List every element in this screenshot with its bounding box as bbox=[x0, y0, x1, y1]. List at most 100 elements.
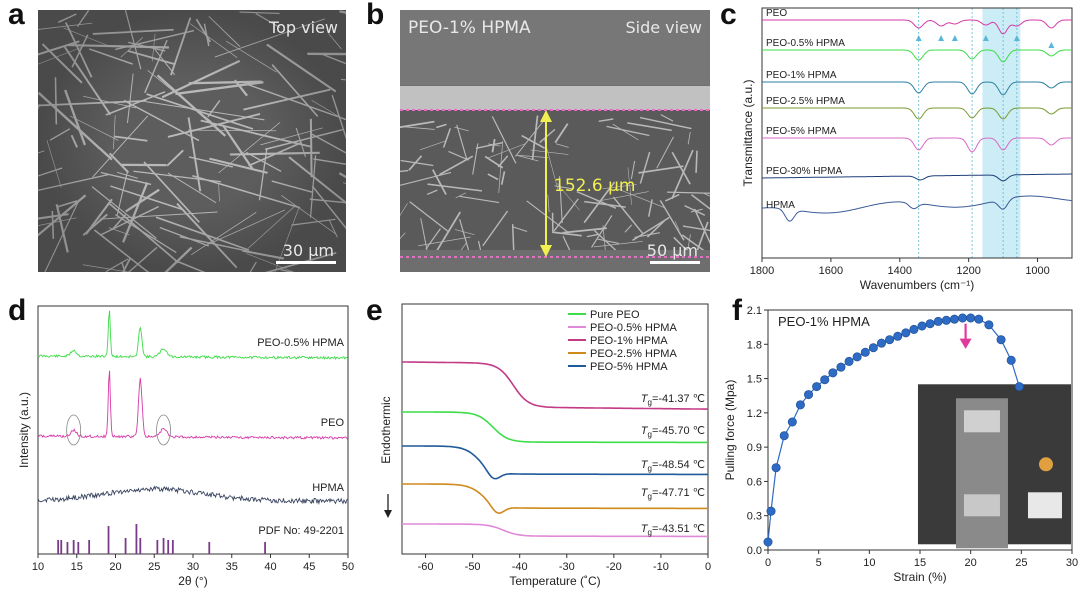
y-tick-label: 2.1 bbox=[747, 305, 762, 317]
y-axis-label: Endothermic bbox=[379, 396, 393, 463]
y-axis-label: Intensity (a.u.) bbox=[17, 392, 31, 468]
series-line-1 bbox=[762, 50, 1072, 62]
highlight-ellipse bbox=[157, 415, 171, 445]
x-tick-label: -10 bbox=[653, 561, 669, 573]
series-label: PEO-2.5% HPMA bbox=[766, 96, 845, 107]
data-point bbox=[772, 464, 780, 472]
series-label: HPMA bbox=[312, 482, 344, 494]
panel-f-letter: f bbox=[732, 294, 742, 328]
x-tick-label: 1600 bbox=[819, 265, 843, 277]
series-line-2 bbox=[762, 82, 1072, 95]
y-tick-label: 0.6 bbox=[747, 476, 762, 488]
tg-label: Tg=-48.54 ℃ bbox=[641, 459, 705, 473]
series-line-2 bbox=[38, 487, 348, 504]
x-tick-label: 10 bbox=[32, 561, 44, 573]
data-point bbox=[764, 538, 772, 546]
x-tick-label: 20 bbox=[965, 557, 977, 569]
data-point bbox=[902, 329, 910, 337]
data-point bbox=[966, 314, 974, 322]
data-point bbox=[885, 336, 893, 344]
data-point bbox=[985, 321, 993, 329]
x-tick-label: -40 bbox=[512, 561, 528, 573]
inset-knob bbox=[1039, 457, 1053, 471]
y-tick-label: 0.9 bbox=[747, 442, 762, 454]
tg-label: Tg=-43.51 ℃ bbox=[641, 523, 705, 537]
series-label: PEO bbox=[766, 8, 787, 19]
x-tick-label: 1200 bbox=[956, 265, 980, 277]
data-point bbox=[861, 348, 869, 356]
y-tick-label: 0.3 bbox=[747, 511, 762, 523]
reference-label: PDF No: 49-2201 bbox=[258, 525, 344, 537]
tg-label: Tg=-41.37 ℃ bbox=[641, 393, 705, 407]
y-axis-label: Transmittance (a.u.) bbox=[741, 80, 755, 187]
panel-b-letter: b bbox=[366, 0, 384, 32]
data-point bbox=[877, 339, 885, 347]
panel-a-letter: a bbox=[8, 0, 25, 32]
series-label: HPMA bbox=[766, 200, 795, 211]
x-tick-label: 15 bbox=[71, 561, 83, 573]
highlight-band bbox=[982, 8, 1020, 258]
legend-label: PEO-2.5% HPMA bbox=[590, 348, 677, 360]
chart-title: PEO-1% HPMA bbox=[778, 314, 870, 329]
endothermic-arrow-head bbox=[384, 510, 392, 518]
series-line-0 bbox=[38, 311, 348, 359]
data-point bbox=[1015, 382, 1023, 390]
x-axis-label: Strain (%) bbox=[893, 570, 946, 584]
data-point bbox=[853, 353, 861, 361]
x-tick-label: 30 bbox=[187, 561, 199, 573]
legend-label: PEO-0.5% HPMA bbox=[590, 322, 677, 334]
inset-label-tag bbox=[1028, 492, 1062, 518]
scale-bar bbox=[650, 261, 700, 264]
data-point bbox=[997, 336, 1005, 344]
view-label: Side view bbox=[625, 18, 702, 37]
data-point bbox=[1007, 356, 1015, 364]
x-axis-label: Temperature (˚C) bbox=[509, 574, 600, 588]
scale-bar-label: 30 µm bbox=[283, 241, 334, 260]
x-tick-label: -50 bbox=[465, 561, 481, 573]
peak-arrow bbox=[952, 35, 958, 41]
sem-fiber bbox=[696, 151, 697, 173]
x-tick-label: 50 bbox=[342, 561, 354, 573]
y-tick-label: 1.2 bbox=[747, 408, 762, 420]
data-point bbox=[926, 320, 934, 328]
data-point bbox=[958, 314, 966, 322]
data-point bbox=[934, 317, 942, 325]
break-arrow-head bbox=[960, 339, 972, 349]
x-tick-label: 25 bbox=[148, 561, 160, 573]
data-point bbox=[780, 432, 788, 440]
data-point bbox=[910, 325, 918, 333]
sem-cross-section bbox=[400, 10, 710, 272]
thickness-label: 152.6 µm bbox=[554, 176, 635, 196]
x-tick-label: 40 bbox=[264, 561, 276, 573]
series-label: PEO-1% HPMA bbox=[766, 70, 837, 81]
x-axis-label: 2θ (°) bbox=[178, 574, 207, 588]
inset-lower-grip bbox=[964, 494, 1000, 516]
series-line-1 bbox=[38, 371, 348, 439]
data-point bbox=[767, 507, 775, 515]
x-tick-label: 0 bbox=[765, 557, 771, 569]
x-tick-label: 5 bbox=[816, 557, 822, 569]
scale-bar-label: 50 µm bbox=[647, 241, 698, 260]
x-tick-label: 10 bbox=[863, 557, 875, 569]
y-tick-label: 0.0 bbox=[747, 545, 762, 557]
tg-label: Tg=-45.70 ℃ bbox=[641, 425, 705, 439]
series-line-0 bbox=[762, 20, 1072, 34]
data-point bbox=[918, 322, 926, 330]
series-line-4 bbox=[762, 138, 1072, 152]
panel-a: a Top view 30 µm bbox=[0, 0, 350, 290]
x-tick-label: 1400 bbox=[888, 265, 912, 277]
data-point bbox=[788, 418, 796, 426]
x-axis-label: Wavenumbers (cm⁻¹) bbox=[860, 278, 975, 292]
data-point bbox=[845, 357, 853, 365]
inset-upper-grip bbox=[964, 410, 1000, 432]
dsc-chart: Tg=-41.37 ℃Tg=-45.70 ℃Tg=-48.54 ℃Tg=-47.… bbox=[360, 296, 720, 596]
y-tick-label: 1.5 bbox=[747, 374, 762, 386]
x-tick-label: 30 bbox=[1066, 557, 1078, 569]
data-point bbox=[804, 390, 812, 398]
